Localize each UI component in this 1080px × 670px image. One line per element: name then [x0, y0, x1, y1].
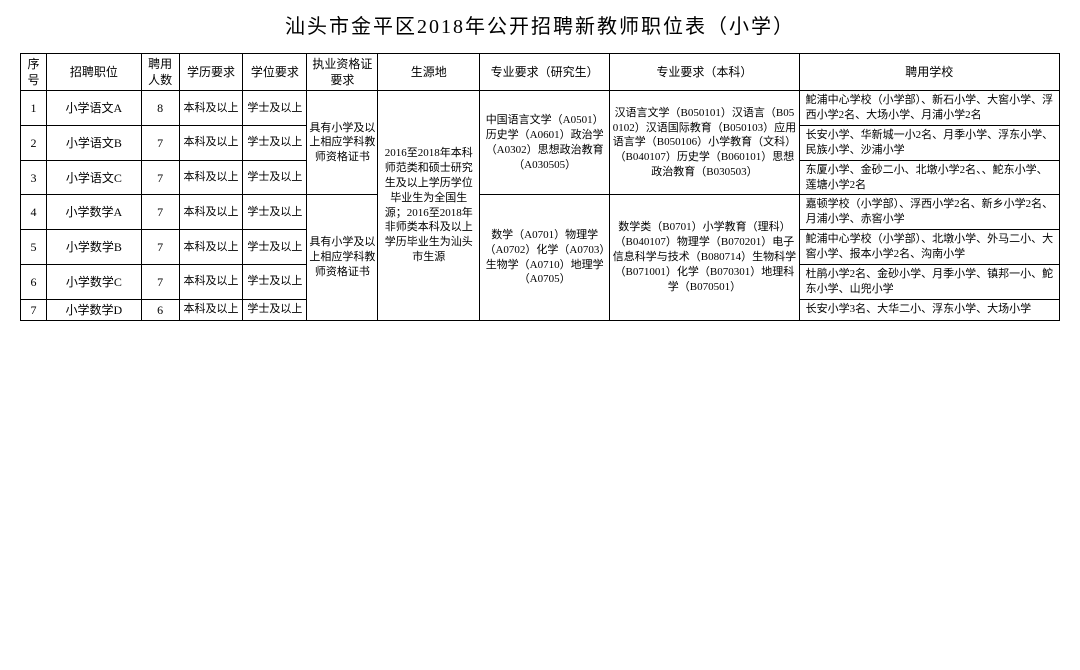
header-seq: 序号: [21, 54, 47, 91]
cell-position: 小学语文A: [47, 91, 142, 126]
cell-position: 小学语文B: [47, 126, 142, 161]
header-major-under: 专业要求（本科）: [610, 54, 799, 91]
table-row: 4 小学数学A 7 本科及以上 学士及以上 具有小学及以上相应学科教师资格证书 …: [21, 195, 1060, 230]
cell-seq: 6: [21, 264, 47, 299]
header-position: 招聘职位: [47, 54, 142, 91]
cell-major-grad-chinese: 中国语言文学（A0501）历史学（A0601）政治学（A0302）思想政治教育（…: [480, 91, 610, 195]
cell-number: 7: [141, 230, 179, 265]
cell-position: 小学语文C: [47, 160, 142, 195]
cell-school: 东厦小学、金砂二小、北墩小学2名、、鮀东小学、莲塘小学2名: [799, 160, 1059, 195]
header-school: 聘用学校: [799, 54, 1059, 91]
cell-education: 本科及以上: [179, 126, 243, 161]
cell-degree: 学士及以上: [243, 195, 307, 230]
cell-school: 杜鹃小学2名、金砂小学、月季小学、镇邦一小、鮀东小学、山兜小学: [799, 264, 1059, 299]
header-number: 聘用人数: [141, 54, 179, 91]
header-major-grad: 专业要求（研究生）: [480, 54, 610, 91]
cell-number: 7: [141, 195, 179, 230]
header-source: 生源地: [378, 54, 480, 91]
cell-cert-group1: 具有小学及以上相应学科教师资格证书: [307, 91, 378, 195]
cell-school: 嘉顿学校（小学部）、浮西小学2名、新乡小学2名、月浦小学、赤窖小学: [799, 195, 1059, 230]
cell-position: 小学数学A: [47, 195, 142, 230]
page-title: 汕头市金平区2018年公开招聘新教师职位表（小学）: [20, 10, 1060, 39]
cell-seq: 4: [21, 195, 47, 230]
cell-education: 本科及以上: [179, 195, 243, 230]
cell-source: 2016至2018年本科师范类和硕士研究生及以上学历学位毕业生为全国生源；201…: [378, 91, 480, 320]
cell-school: 长安小学3名、大华二小、浮东小学、大场小学: [799, 299, 1059, 320]
cell-school: 鮀浦中心学校（小学部）、北墩小学、外马二小、大窖小学、报本小学2名、沟南小学: [799, 230, 1059, 265]
cell-seq: 1: [21, 91, 47, 126]
header-education: 学历要求: [179, 54, 243, 91]
cell-seq: 7: [21, 299, 47, 320]
header-degree: 学位要求: [243, 54, 307, 91]
cell-degree: 学士及以上: [243, 230, 307, 265]
cell-degree: 学士及以上: [243, 299, 307, 320]
cell-position: 小学数学C: [47, 264, 142, 299]
cell-number: 7: [141, 264, 179, 299]
cell-education: 本科及以上: [179, 230, 243, 265]
page-root: 汕头市金平区2018年公开招聘新教师职位表（小学） 序号 招聘职位 聘用人数 学…: [0, 0, 1080, 670]
cell-degree: 学士及以上: [243, 160, 307, 195]
table-header: 序号 招聘职位 聘用人数 学历要求 学位要求 执业资格证要求 生源地 专业要求（…: [21, 54, 1060, 91]
cell-school: 长安小学、华新城一小2名、月季小学、浮东小学、民族小学、沙浦小学: [799, 126, 1059, 161]
cell-education: 本科及以上: [179, 264, 243, 299]
cell-degree: 学士及以上: [243, 91, 307, 126]
table-row: 1 小学语文A 8 本科及以上 学士及以上 具有小学及以上相应学科教师资格证书 …: [21, 91, 1060, 126]
cell-major-under-chinese: 汉语言文学（B050101）汉语言（B050102）汉语国际教育（B050103…: [610, 91, 799, 195]
cell-major-grad-math: 数学（A0701）物理学（A0702）化学（A0703）生物学（A0710）地理…: [480, 195, 610, 320]
cell-number: 7: [141, 126, 179, 161]
cell-degree: 学士及以上: [243, 126, 307, 161]
cell-seq: 2: [21, 126, 47, 161]
cell-number: 6: [141, 299, 179, 320]
cell-number: 7: [141, 160, 179, 195]
header-cert: 执业资格证要求: [307, 54, 378, 91]
cell-seq: 3: [21, 160, 47, 195]
cell-seq: 5: [21, 230, 47, 265]
cell-cert-group2: 具有小学及以上相应学科教师资格证书: [307, 195, 378, 320]
cell-major-under-math: 数学类（B0701）小学教育（理科）（B040107）物理学（B070201）电…: [610, 195, 799, 320]
cell-education: 本科及以上: [179, 299, 243, 320]
cell-position: 小学数学D: [47, 299, 142, 320]
cell-school: 鮀浦中心学校（小学部）、新石小学、大窖小学、浮西小学2名、大场小学、月浦小学2名: [799, 91, 1059, 126]
cell-position: 小学数学B: [47, 230, 142, 265]
cell-education: 本科及以上: [179, 160, 243, 195]
cell-degree: 学士及以上: [243, 264, 307, 299]
cell-education: 本科及以上: [179, 91, 243, 126]
recruitment-table: 序号 招聘职位 聘用人数 学历要求 学位要求 执业资格证要求 生源地 专业要求（…: [20, 53, 1060, 321]
cell-number: 8: [141, 91, 179, 126]
